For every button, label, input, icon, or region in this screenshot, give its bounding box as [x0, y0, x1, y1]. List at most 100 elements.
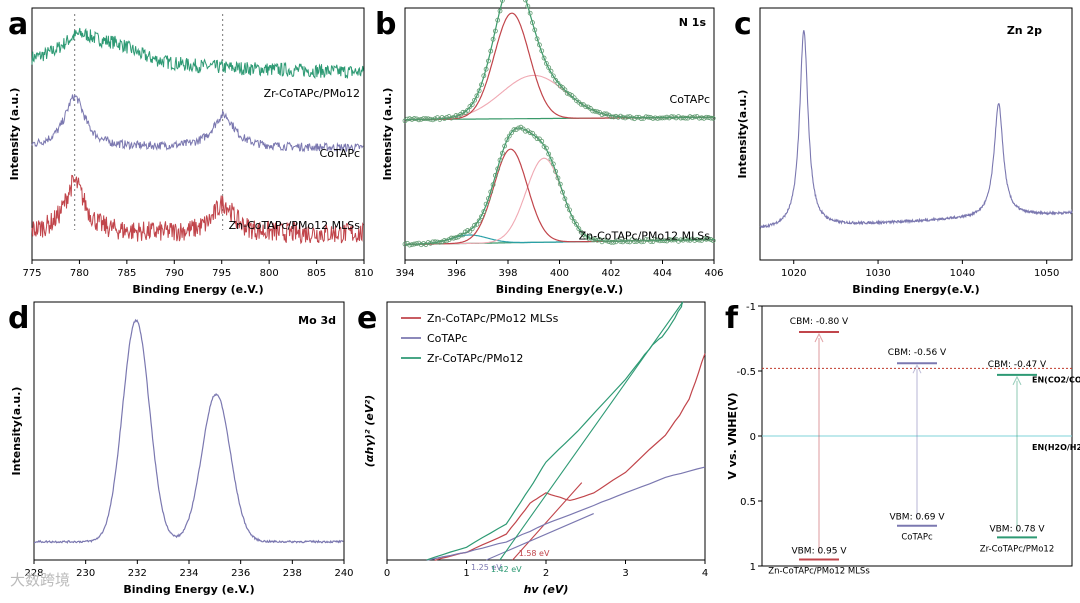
panel-letter: b	[375, 7, 396, 42]
data-point	[564, 203, 570, 209]
tangent-line	[512, 482, 583, 561]
data-point	[499, 150, 505, 156]
plot-frame	[404, 7, 715, 261]
data-point	[553, 77, 559, 83]
data-point	[599, 112, 605, 118]
data-point	[583, 104, 589, 110]
data-point	[578, 101, 584, 107]
data-point	[497, 8, 503, 14]
series-line	[34, 318, 344, 544]
x-tick-label: 805	[307, 268, 326, 279]
data-point	[638, 239, 644, 245]
data-point	[469, 226, 475, 232]
y-tick-label: 1	[750, 562, 756, 573]
panel-letter: d	[8, 301, 29, 336]
data-point	[576, 226, 582, 232]
data-point	[648, 115, 654, 120]
data-point	[539, 48, 545, 54]
y-axis-label: Intensity (a.u.)	[381, 88, 394, 181]
panel-b: 394 396 398 400 402 404 406 Binding Energy(e.V.…	[375, 0, 724, 296]
data-point	[692, 238, 698, 243]
fit-envelope	[405, 0, 714, 121]
data-point	[453, 113, 459, 118]
x-tick-label: 1	[463, 568, 469, 579]
data-point	[474, 93, 480, 99]
data-point	[601, 111, 607, 117]
cb-label: CBM: -0.80 V	[790, 317, 849, 327]
data-point	[615, 114, 621, 120]
data-point	[497, 157, 503, 163]
data-point	[435, 239, 440, 245]
data-point	[409, 117, 415, 122]
data-point	[571, 219, 577, 224]
data-point	[669, 114, 674, 120]
arrow-head	[814, 332, 824, 343]
data-point	[562, 196, 568, 202]
data-point	[458, 232, 464, 238]
data-point	[530, 130, 535, 136]
data-point	[444, 115, 450, 120]
reference-label: EN(H2O/H2)	[1032, 443, 1080, 452]
data-point	[555, 175, 561, 181]
panel-e: 0 1 2 3 4 e hv (eV) (αhγ)² (eV²) Zn-CoTAPc/PMo12…	[357, 301, 708, 596]
x-axis-label: Binding Energy (e.V.)	[123, 583, 254, 596]
legend-label: Zn-CoTAPc/PMo12 MLSs	[427, 312, 559, 325]
x-tick-label: 240	[334, 568, 353, 579]
data-point	[451, 235, 457, 241]
material-label: Zn-CoTAPc/PMo12 MLSs	[768, 567, 870, 577]
plot-frame	[759, 7, 1073, 261]
data-point	[567, 207, 572, 213]
data-point	[441, 116, 447, 121]
data-point	[689, 115, 695, 120]
data-point	[483, 201, 489, 207]
fit-component	[405, 12, 714, 121]
data-point	[671, 114, 677, 120]
data-point	[509, 130, 515, 136]
data-point	[678, 115, 684, 121]
data-point	[425, 240, 431, 245]
x-tick-label: 394	[395, 268, 414, 279]
data-point	[423, 116, 429, 122]
data-point	[555, 80, 561, 86]
data-point	[652, 237, 658, 242]
data-point	[537, 42, 542, 48]
data-point	[469, 102, 475, 107]
data-point	[516, 125, 521, 131]
data-point	[657, 238, 663, 244]
data-point	[625, 239, 630, 245]
data-point	[416, 117, 422, 123]
data-point	[557, 181, 563, 187]
data-point	[430, 239, 436, 245]
data-point	[430, 117, 436, 123]
y-axis-label: Intensity(a.u.)	[736, 90, 749, 179]
y-tick-label: -1	[746, 302, 756, 313]
data-point	[604, 111, 610, 117]
data-point	[680, 115, 686, 121]
x-tick-label: 404	[653, 268, 672, 279]
data-point	[664, 114, 670, 120]
data-point	[465, 228, 470, 233]
panel-letter: f	[725, 301, 739, 336]
data-point	[666, 115, 672, 121]
panel-title: Zn 2p	[1007, 24, 1042, 37]
bandgap-annotation: 1.42 eV	[491, 565, 522, 574]
data-point	[441, 238, 447, 243]
data-point	[655, 237, 661, 243]
data-point	[411, 241, 417, 247]
data-point	[618, 113, 623, 119]
data-point	[553, 169, 559, 174]
data-point	[645, 114, 651, 120]
x-axis-label: Binding Energy(e.V.)	[852, 283, 979, 296]
data-point	[696, 237, 702, 243]
data-point	[418, 242, 424, 248]
data-point	[448, 115, 454, 121]
data-point	[548, 156, 554, 162]
plot-frame	[33, 301, 345, 561]
material-label: Zr-CoTAPc/PMo12	[980, 544, 1054, 554]
data-point	[627, 114, 633, 119]
data-point	[648, 239, 654, 244]
data-point	[643, 114, 649, 120]
tangent-line	[499, 301, 684, 561]
panel-title: Mo 3d	[298, 314, 336, 327]
